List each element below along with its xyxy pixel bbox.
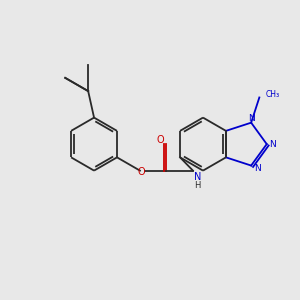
- Text: O: O: [156, 135, 164, 145]
- Text: N: N: [194, 172, 202, 182]
- Text: O: O: [138, 167, 145, 177]
- Text: N: N: [254, 164, 260, 173]
- Text: H: H: [194, 181, 201, 190]
- Text: CH₃: CH₃: [265, 90, 279, 99]
- Text: N: N: [269, 140, 276, 148]
- Text: N: N: [248, 114, 254, 123]
